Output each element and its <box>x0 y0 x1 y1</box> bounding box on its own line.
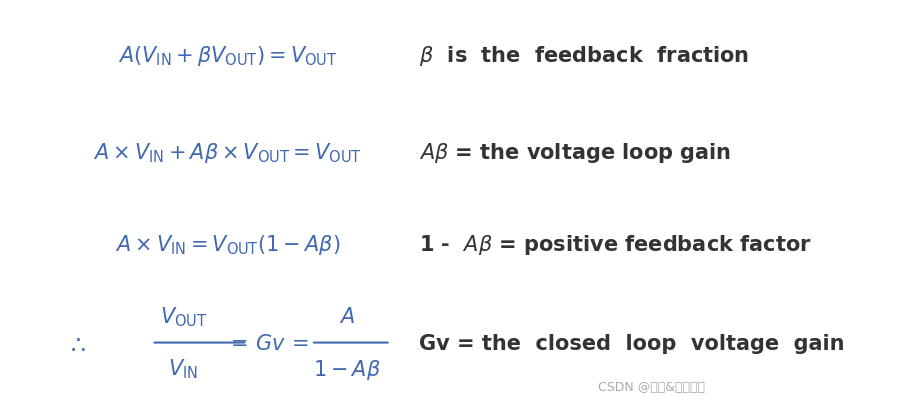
Text: $A\left(V_{\mathrm{IN}} + \beta V_{\mathrm{OUT}}\right) = V_{\mathrm{OUT}}$: $A\left(V_{\mathrm{IN}} + \beta V_{\math… <box>118 44 337 68</box>
Text: $A \times V_{\mathrm{IN}}  =  V_{\mathrm{OUT}}\left(1 - A\beta\right)$: $A \times V_{\mathrm{IN}} = V_{\mathrm{O… <box>115 233 340 256</box>
Text: $A \times V_{\mathrm{IN}} + A\beta \times V_{\mathrm{OUT}}  =  V_{\mathrm{OUT}}$: $A \times V_{\mathrm{IN}} + A\beta \time… <box>93 140 361 164</box>
Text: CSDN @视觉&物联智能: CSDN @视觉&物联智能 <box>598 380 705 393</box>
Text: Gv = the  closed  loop  voltage  gain: Gv = the closed loop voltage gain <box>419 333 844 353</box>
Text: 1 -  $A\beta$ = positive feedback factor: 1 - $A\beta$ = positive feedback factor <box>419 233 811 256</box>
Text: $\therefore$: $\therefore$ <box>65 331 86 355</box>
Text: $A\beta$ = the voltage loop gain: $A\beta$ = the voltage loop gain <box>419 140 730 164</box>
Text: $1 - A\beta$: $1 - A\beta$ <box>313 357 380 381</box>
Text: $V_{\mathrm{IN}}$: $V_{\mathrm{IN}}$ <box>169 357 198 380</box>
Text: $V_{\mathrm{OUT}}$: $V_{\mathrm{OUT}}$ <box>160 305 207 328</box>
Text: $\beta$  is  the  feedback  fraction: $\beta$ is the feedback fraction <box>419 44 749 68</box>
Text: $A$: $A$ <box>339 307 355 327</box>
Text: $= \, Gv \, =$: $= \, Gv \, =$ <box>226 333 309 353</box>
